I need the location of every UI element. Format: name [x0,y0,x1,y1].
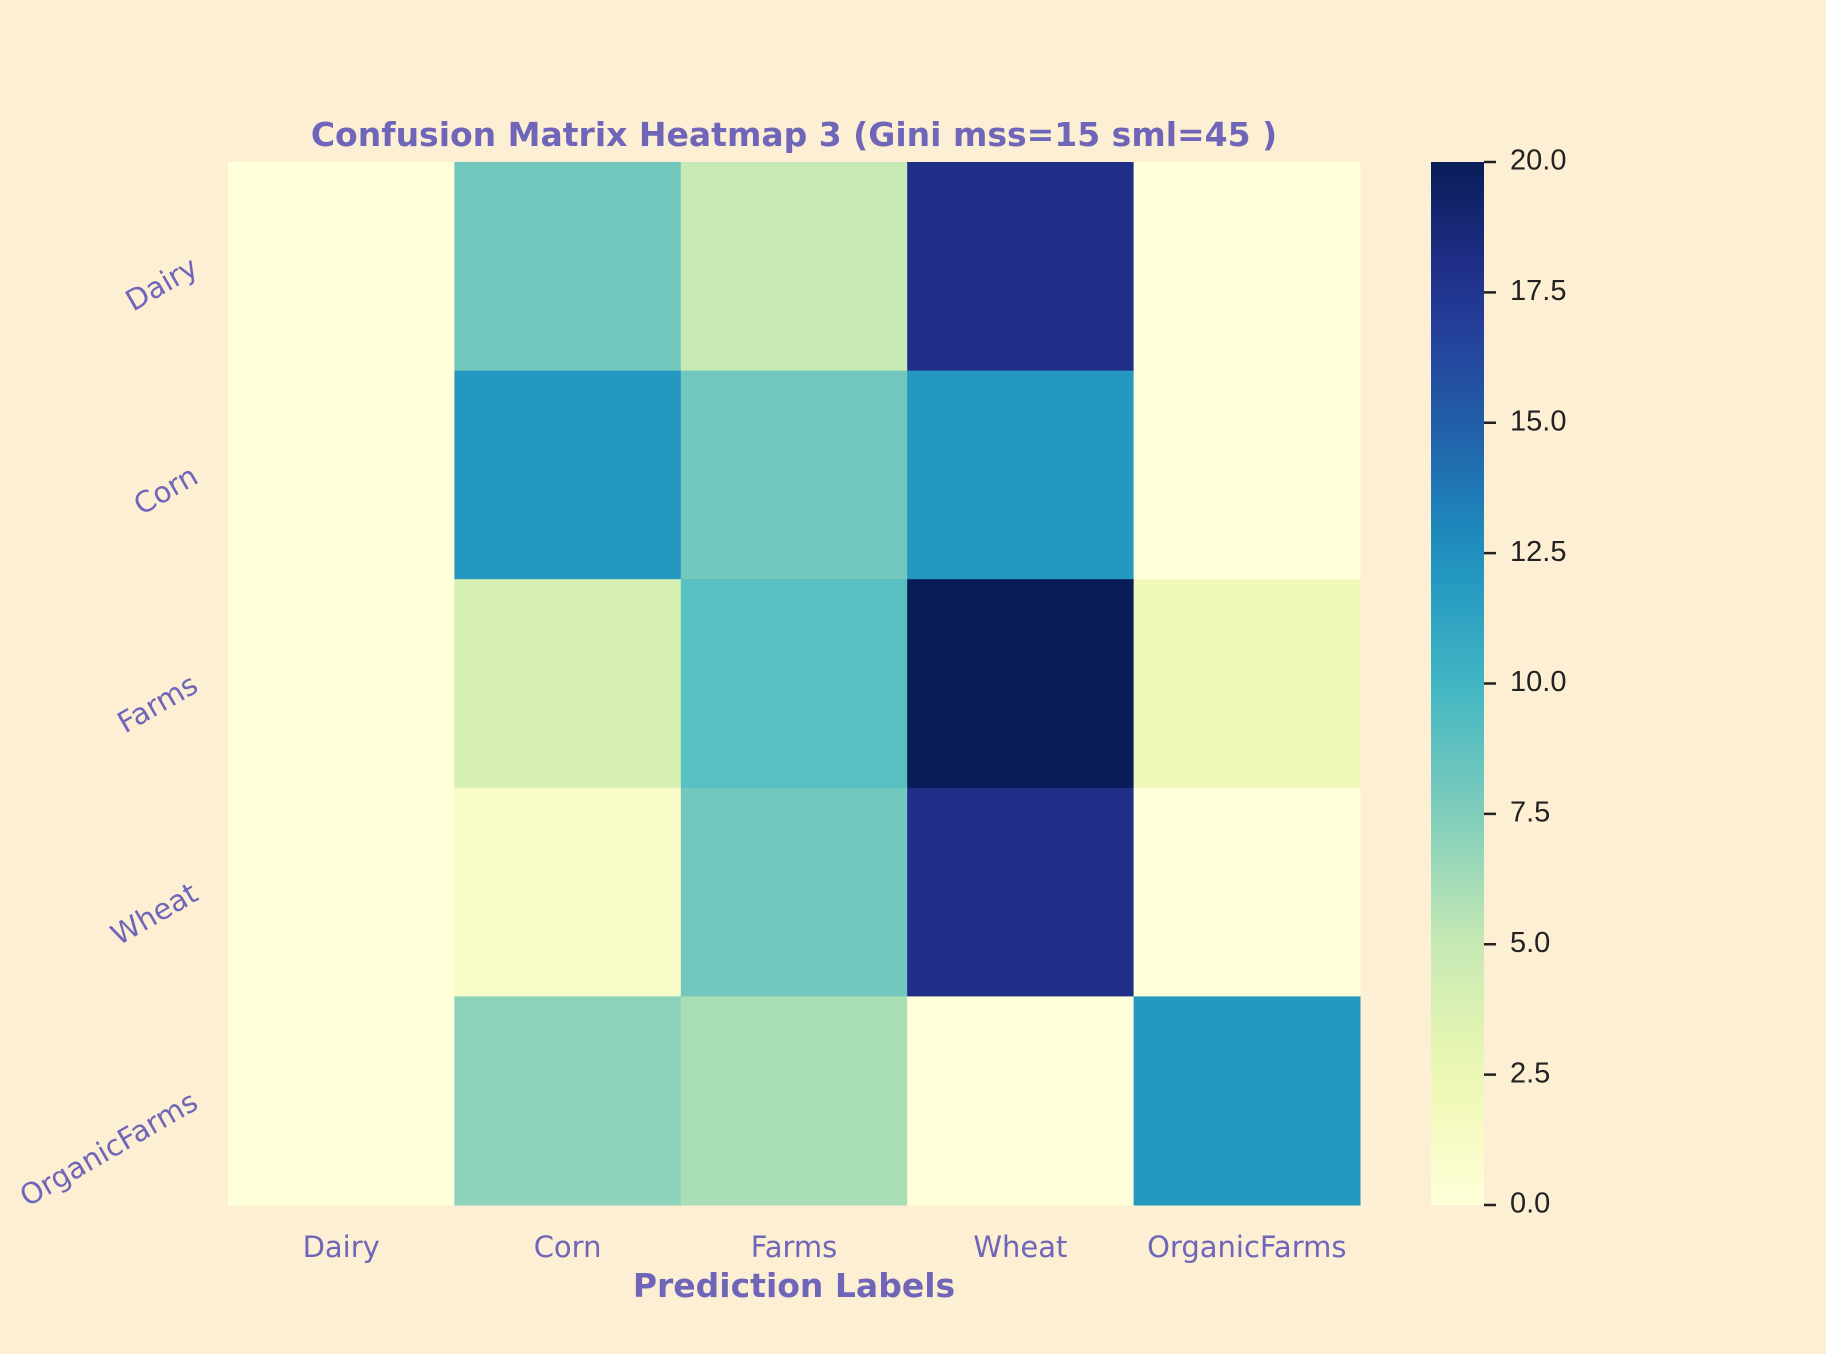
y-tick-label: Dairy [120,250,204,318]
colorbar-tick-label: 15.0 [1510,405,1566,437]
y-tick-label: Corn [128,458,204,521]
colorbar-tick-label: 0.0 [1510,1188,1550,1220]
heatmap-cell-0-4 [1133,162,1361,372]
heatmap-cell-3-1 [454,787,682,997]
heatmap-cells [228,162,1361,1206]
heatmap-cell-4-1 [454,996,682,1206]
heatmap-cell-0-0 [228,162,455,372]
colorbar-ticks: 0.0 2.5 5.0 7.5 10.0 12.5 15.0 17.5 20.0 [1484,145,1566,1220]
heatmap-cell-2-4 [1133,579,1361,789]
heatmap-cell-3-4 [1133,787,1361,997]
heatmap-cell-0-2 [680,162,908,372]
heatmap-cell-1-2 [680,370,908,580]
heatmap-cell-4-3 [907,996,1135,1206]
heatmap-cell-0-1 [454,162,682,372]
x-tick-label: Corn [534,1230,602,1264]
heatmap-cell-1-3 [907,370,1135,580]
y-tick-label: Farms [112,667,204,740]
y-tick-label: OrganicFarms [14,1084,204,1213]
heatmap-cell-2-0 [228,579,455,789]
x-tick-label: OrganicFarms [1147,1230,1346,1264]
x-tick-label: Dairy [303,1230,380,1264]
colorbar-tick-label: 12.5 [1510,536,1566,568]
y-tick-labels: Dairy Corn Farms Wheat OrganicFarms [14,250,204,1214]
colorbar-gradient [1431,162,1484,1205]
y-tick-label: Wheat [105,876,203,952]
x-axis-label: Prediction Labels [633,1266,955,1305]
colorbar-tick-label: 20.0 [1510,145,1566,177]
heatmap-cell-4-0 [228,996,455,1206]
colorbar-tick-label: 2.5 [1510,1057,1550,1089]
heatmap-cell-0-3 [907,162,1135,372]
colorbar-tick-label: 5.0 [1510,927,1550,959]
colorbar-tick-label: 7.5 [1510,797,1550,829]
chart-title: Confusion Matrix Heatmap 3 (Gini mss=15 … [311,115,1277,154]
heatmap-cell-2-2 [680,579,908,789]
heatmap-cell-3-0 [228,787,455,997]
x-tick-labels: Dairy Corn Farms Wheat OrganicFarms [303,1230,1347,1264]
heatmap-cell-3-3 [907,787,1135,997]
colorbar-tick-label: 10.0 [1510,666,1566,698]
x-tick-label: Farms [751,1230,838,1264]
heatmap-cell-4-4 [1133,996,1361,1206]
heatmap-cell-1-0 [228,370,455,580]
heatmap-cell-2-1 [454,579,682,789]
heatmap-cell-1-1 [454,370,682,580]
heatmap-cell-4-2 [680,996,908,1206]
heatmap-cell-3-2 [680,787,908,997]
colorbar-tick-label: 17.5 [1510,275,1566,307]
heatmap-cell-2-3 [907,579,1135,789]
colorbar: 0.0 2.5 5.0 7.5 10.0 12.5 15.0 17.5 20.0 [1431,145,1566,1220]
x-tick-label: Wheat [973,1230,1067,1264]
heatmap-cell-1-4 [1133,370,1361,580]
